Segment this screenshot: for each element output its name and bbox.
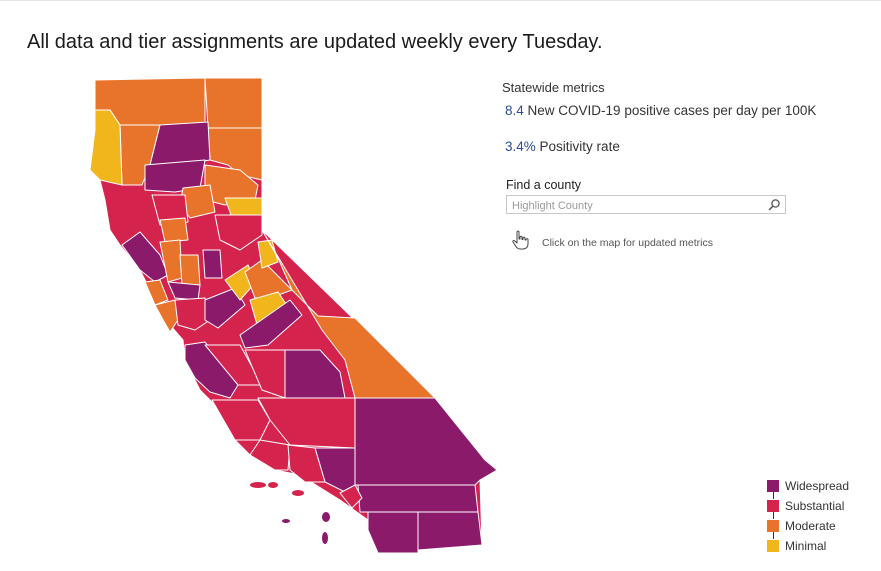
cases-value: 8.4 — [505, 103, 524, 118]
county-region[interactable] — [174, 297, 211, 331]
legend-swatch — [767, 540, 779, 552]
county-region[interactable] — [257, 239, 279, 269]
county-region[interactable] — [159, 217, 189, 243]
county-region[interactable] — [204, 287, 246, 329]
county-region[interactable] — [151, 194, 189, 226]
county-region[interactable] — [204, 77, 263, 129]
legend-swatch — [767, 500, 779, 512]
legend-label: Substantial — [785, 499, 845, 513]
county-region[interactable] — [179, 254, 201, 286]
county-search-input[interactable] — [507, 197, 762, 215]
county-region[interactable] — [261, 229, 436, 399]
legend-swatch — [767, 480, 779, 492]
island — [282, 519, 290, 523]
county-region[interactable] — [339, 484, 363, 509]
positivity-label: Positivity rate — [539, 139, 620, 154]
positivity-metric: 3.4% Positivity rate — [505, 139, 620, 154]
legend-connector — [773, 532, 774, 539]
county-region[interactable] — [354, 397, 498, 486]
metrics-title: Statewide metrics — [502, 80, 605, 95]
county-region[interactable] — [287, 444, 326, 483]
legend-swatch — [767, 520, 779, 532]
positivity-value: 3.4% — [505, 139, 536, 154]
cases-label: New COVID-19 positive cases per day per … — [527, 103, 817, 118]
page-headline: All data and tier assignments are update… — [27, 31, 603, 53]
california-county-map[interactable] — [80, 75, 500, 560]
top-divider — [0, 0, 881, 1]
legend-connector — [773, 492, 774, 499]
county-search-box[interactable] — [506, 195, 786, 215]
county-region[interactable] — [154, 299, 179, 333]
county-region[interactable] — [211, 399, 271, 441]
county-region[interactable] — [239, 299, 303, 349]
county-region[interactable] — [417, 511, 483, 551]
legend-label: Minimal — [785, 539, 827, 553]
legend-label: Widespread — [785, 479, 850, 493]
county-region[interactable] — [214, 214, 263, 251]
county-region[interactable] — [244, 259, 293, 299]
county-region[interactable] — [144, 279, 169, 306]
cases-metric: 8.4 New COVID-19 positive cases per day … — [505, 103, 816, 118]
island — [250, 482, 266, 488]
county-region[interactable] — [149, 121, 211, 166]
legend-label: Moderate — [785, 519, 836, 533]
legend-connector — [773, 512, 774, 519]
county-region[interactable] — [367, 511, 419, 554]
map-hint-text: Click on the map for updated metrics — [542, 237, 713, 249]
county-region[interactable] — [249, 439, 291, 471]
find-county-label: Find a county — [506, 178, 582, 192]
county-region[interactable] — [89, 109, 123, 186]
pointing-hand-icon — [512, 230, 529, 250]
search-icon[interactable] — [768, 198, 781, 211]
island — [322, 512, 330, 522]
island — [268, 482, 278, 488]
county-region[interactable] — [357, 484, 479, 513]
island — [322, 532, 328, 544]
island — [292, 490, 304, 496]
county-region[interactable] — [202, 249, 223, 279]
